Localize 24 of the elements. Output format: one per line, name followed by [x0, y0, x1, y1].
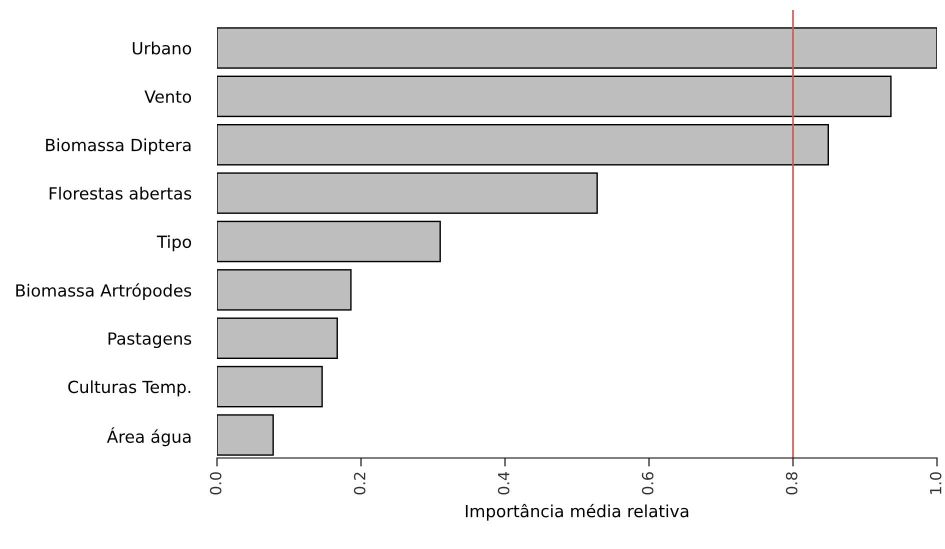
bar — [217, 124, 829, 166]
y-tick-label: Área água — [106, 427, 190, 446]
y-tick-label: Biomassa Artrópodes — [16, 283, 192, 300]
bar — [217, 27, 937, 69]
x-tick-label: 0.8 — [786, 472, 798, 494]
bar — [217, 220, 441, 262]
y-tick-label: Pastagens — [108, 332, 192, 348]
x-axis-title: Importância média relativa — [466, 504, 688, 521]
bar — [217, 172, 598, 214]
x-tick-label: 0.6 — [642, 472, 654, 494]
bar — [217, 76, 892, 118]
x-tick-label: 1.0 — [930, 472, 942, 494]
bar — [217, 269, 352, 311]
y-tick-label: Florestas abertas — [50, 186, 192, 200]
bar — [217, 317, 338, 360]
x-tick-label: 0.2 — [354, 472, 366, 494]
y-tick-label: Urbano — [132, 42, 192, 55]
bar — [217, 366, 323, 408]
x-tick-label: 0.0 — [210, 472, 222, 494]
y-tick-label: Tipo — [156, 235, 192, 252]
y-tick-label: Biomassa Diptera — [46, 138, 190, 155]
x-tick-label: 0.4 — [498, 472, 510, 494]
y-tick-label: Vento — [144, 90, 192, 103]
y-tick-label: Culturas Temp. — [68, 380, 190, 396]
